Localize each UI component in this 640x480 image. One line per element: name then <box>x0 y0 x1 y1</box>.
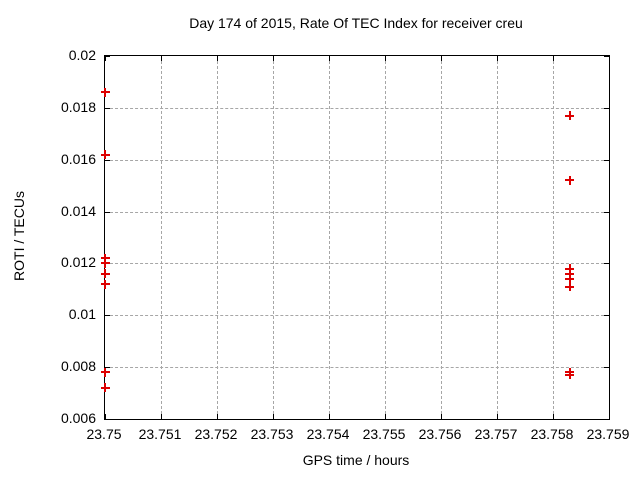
v-gridline <box>273 56 274 419</box>
y-tick-label: 0.016 <box>60 150 96 167</box>
x-tick-label: 23.753 <box>250 426 294 442</box>
v-gridline <box>385 56 386 419</box>
y-tick-mark-right <box>604 159 609 161</box>
y-tick-mark-left <box>105 211 110 213</box>
y-tick-mark-left <box>105 419 110 420</box>
x-axis-title: GPS time / hours <box>302 452 410 468</box>
x-tick-mark-bottom <box>105 414 106 419</box>
x-tick-mark-bottom <box>497 414 498 419</box>
x-tick-mark-bottom <box>273 414 274 419</box>
x-tick-mark-top <box>497 56 498 61</box>
x-tick-mark-top <box>441 56 442 61</box>
y-tick-label: 0.018 <box>60 98 96 115</box>
x-tick-mark-top <box>609 56 610 61</box>
x-tick-mark-top <box>329 56 330 61</box>
y-tick-mark-right <box>604 107 609 109</box>
v-gridline <box>217 56 218 419</box>
y-tick-mark-left <box>105 315 110 317</box>
x-tick-mark-top <box>161 56 162 61</box>
data-point-marker <box>100 279 110 289</box>
plot-area <box>100 55 610 420</box>
v-gridline <box>441 56 442 419</box>
x-tick-mark-bottom <box>217 414 218 419</box>
x-tick-mark-bottom <box>441 414 442 419</box>
x-tick-label: 23.757 <box>474 426 518 442</box>
y-tick-mark-right <box>604 419 609 420</box>
x-tick-mark-top <box>217 56 218 61</box>
y-tick-label: 0.02 <box>68 47 96 63</box>
data-point-marker <box>100 87 110 97</box>
x-tick-mark-bottom <box>161 414 162 419</box>
y-axis-title: ROTI / TECUs <box>11 191 27 281</box>
h-gridline <box>105 263 609 265</box>
data-point-marker <box>100 253 110 263</box>
h-gridline <box>105 159 609 161</box>
y-tick-mark-left <box>105 367 110 369</box>
y-tick-mark-right <box>604 315 609 317</box>
y-tick-label: 0.01 <box>68 306 96 323</box>
x-tick-mark-bottom <box>329 414 330 419</box>
y-tick-mark-right <box>604 56 609 57</box>
v-gridline <box>553 56 554 419</box>
x-tick-label: 23.752 <box>194 426 238 442</box>
x-tick-label: 23.758 <box>530 426 574 442</box>
data-point-marker <box>100 150 110 160</box>
data-point-marker <box>565 269 575 279</box>
v-gridline <box>161 56 162 419</box>
v-gridline <box>329 56 330 419</box>
data-point-marker <box>100 269 110 279</box>
x-tick-mark-bottom <box>553 414 554 419</box>
x-tick-label: 23.751 <box>138 426 182 442</box>
y-tick-mark-right <box>604 367 609 369</box>
data-point-marker <box>565 111 575 121</box>
y-tick-mark-left <box>105 107 110 109</box>
x-tick-mark-bottom <box>609 414 610 419</box>
h-gridline <box>105 211 609 213</box>
data-point-marker <box>565 264 575 274</box>
data-point-marker <box>565 370 575 380</box>
chart-title: Day 174 of 2015, Rate Of TEC Index for r… <box>189 15 523 31</box>
y-tick-label: 0.006 <box>60 410 96 426</box>
x-tick-mark-top <box>385 56 386 61</box>
data-point-marker <box>565 175 575 185</box>
x-tick-label: 23.756 <box>418 426 462 442</box>
y-tick-mark-right <box>604 263 609 265</box>
y-tick-mark-left <box>105 56 110 57</box>
y-tick-label: 0.008 <box>60 358 96 375</box>
v-gridline <box>497 56 498 419</box>
data-point-marker <box>100 367 110 377</box>
y-tick-label: 0.012 <box>60 254 96 271</box>
data-point-marker <box>565 274 575 284</box>
x-tick-mark-top <box>273 56 274 61</box>
data-point-marker <box>565 282 575 292</box>
data-point-marker <box>100 258 110 268</box>
h-gridline <box>105 107 609 109</box>
h-gridline <box>105 315 609 317</box>
y-tick-label: 0.014 <box>60 202 96 219</box>
h-gridline <box>105 367 609 369</box>
x-tick-label: 23.754 <box>306 426 350 442</box>
data-point-marker <box>100 383 110 393</box>
y-tick-mark-left <box>105 159 110 161</box>
x-tick-mark-bottom <box>385 414 386 419</box>
y-tick-mark-right <box>604 211 609 213</box>
x-tick-mark-top <box>105 56 106 61</box>
x-tick-label: 23.759 <box>586 426 630 442</box>
x-tick-label: 23.75 <box>86 426 122 442</box>
x-tick-label: 23.755 <box>362 426 406 442</box>
x-tick-mark-top <box>553 56 554 61</box>
